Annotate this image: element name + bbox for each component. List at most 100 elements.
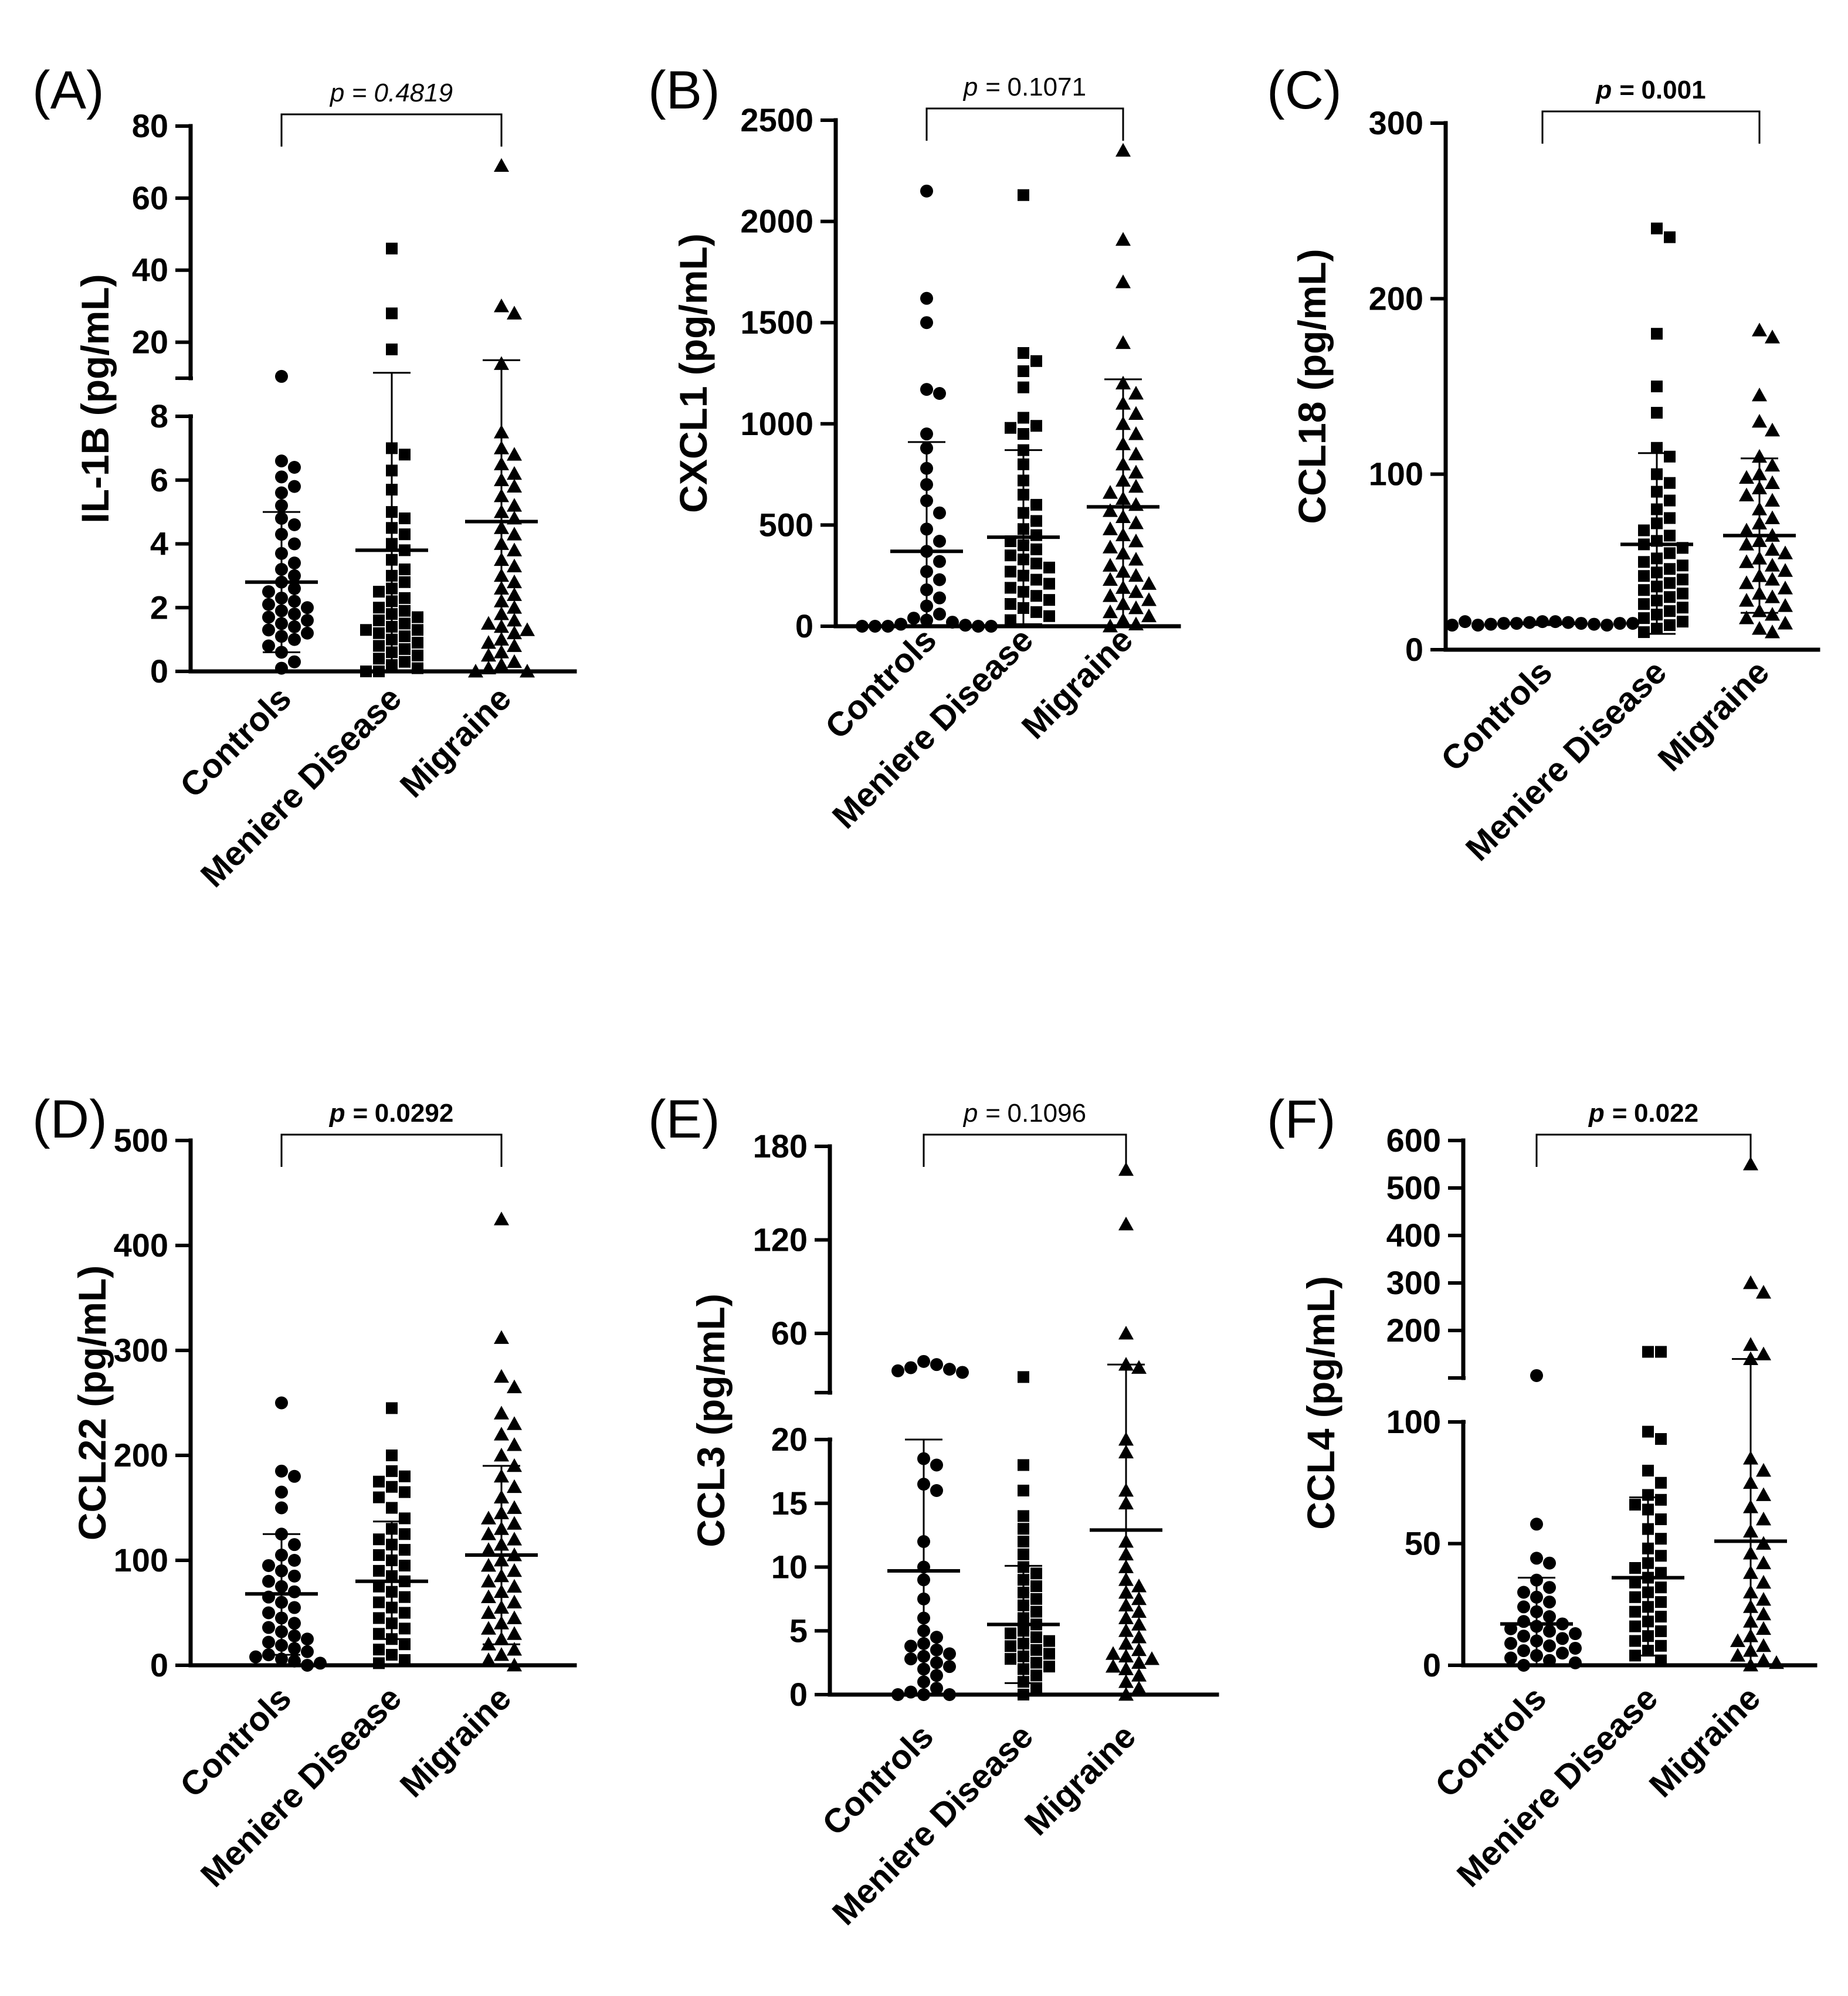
- data-point: [494, 158, 509, 172]
- data-point: [386, 1465, 398, 1477]
- data-point: [412, 624, 423, 636]
- data-point: [1765, 493, 1780, 507]
- data-point: [1739, 554, 1754, 568]
- data-point: [275, 604, 288, 617]
- data-point: [481, 1652, 496, 1666]
- data-point: [360, 624, 372, 636]
- data-point: [507, 1642, 522, 1656]
- data-point: [288, 480, 301, 493]
- data-point: [943, 1363, 956, 1376]
- data-point: [1118, 1483, 1134, 1497]
- chart-panel-b: (B) CXCL1 (pg/mL) 0 500 1000 1500 2000 2500 p = …: [648, 60, 1181, 836]
- data-point: [1765, 542, 1780, 556]
- data-point: [507, 1563, 522, 1577]
- data-point: [1655, 1596, 1667, 1608]
- data-point: [288, 607, 301, 621]
- data-point: [1739, 522, 1754, 537]
- data-point: [1018, 602, 1029, 614]
- data-point: [507, 1594, 522, 1608]
- data-point: [288, 569, 301, 582]
- data-point: [1756, 1346, 1771, 1360]
- data-point: [1743, 1475, 1758, 1489]
- y-tick-label: 100: [1386, 1403, 1441, 1440]
- data-point: [1752, 515, 1767, 529]
- data-point: [507, 1500, 522, 1514]
- data-point: [1018, 412, 1029, 424]
- data-point: [1651, 442, 1663, 454]
- data-point: [1103, 558, 1118, 572]
- data-point: [1756, 1285, 1771, 1299]
- data-point: [275, 454, 288, 468]
- data-point: [288, 1569, 301, 1583]
- data-point: [386, 522, 398, 534]
- data-point: [1752, 480, 1767, 495]
- data-point: [507, 1479, 522, 1493]
- data-point: [959, 619, 972, 632]
- data-point: [1115, 335, 1131, 349]
- data-point: [507, 478, 522, 493]
- data-point: [494, 1448, 509, 1462]
- data-point: [1651, 566, 1663, 579]
- data-point: [262, 1606, 275, 1620]
- data-point: [1106, 1646, 1121, 1660]
- data-point: [386, 442, 398, 454]
- data-point: [1743, 1499, 1758, 1513]
- data-point: [933, 535, 946, 548]
- data-point: [920, 316, 933, 330]
- data-point: [494, 1631, 509, 1645]
- data-point: [386, 620, 398, 633]
- data-point: [507, 1579, 522, 1593]
- data-point: [275, 512, 288, 525]
- data-point: [1629, 1649, 1641, 1662]
- p-prefix: p =: [329, 79, 374, 107]
- data-point: [1118, 1572, 1134, 1586]
- data-point: [1005, 549, 1016, 562]
- data-point: [1517, 1586, 1530, 1599]
- data-point: [1642, 1645, 1654, 1657]
- p-prefix: p =: [962, 1099, 1008, 1128]
- data-point: [507, 587, 522, 601]
- y-tick-label: 50: [1405, 1525, 1441, 1562]
- data-point: [1018, 1676, 1029, 1688]
- data-point: [920, 613, 933, 627]
- data-point: [1018, 381, 1029, 393]
- data-point: [1118, 1585, 1134, 1599]
- series-controls: Controls: [173, 1396, 327, 1805]
- data-point: [1556, 1647, 1569, 1660]
- data-point: [373, 627, 385, 639]
- data-point: [1459, 615, 1471, 629]
- data-point: [1018, 1599, 1029, 1611]
- data-point: [1131, 1579, 1147, 1593]
- y-tick-label: 2000: [740, 203, 813, 240]
- data-point: [943, 1688, 956, 1701]
- data-point: [1743, 1658, 1758, 1672]
- p-prefix: p =: [329, 1099, 375, 1128]
- data-point: [920, 583, 933, 596]
- chart-panel-e: (E) CCL3 (pg/mL) 0 5 10 15 20 60 120 180 p = 0.109…: [648, 1089, 1219, 1933]
- y-tick-label: 0: [150, 1647, 168, 1683]
- data-point: [1752, 413, 1767, 428]
- data-point: [1018, 523, 1029, 535]
- data-point: [1118, 1648, 1134, 1663]
- data-point: [1642, 1557, 1654, 1569]
- data-point: [494, 1211, 509, 1226]
- data-point: [1677, 616, 1688, 628]
- series-controls: Controls: [1428, 1369, 1582, 1805]
- data-point: [399, 1654, 411, 1666]
- data-point: [1651, 623, 1663, 635]
- data-point: [1043, 1648, 1055, 1660]
- data-point: [1739, 575, 1754, 589]
- data-point: [1005, 598, 1016, 610]
- data-point: [1005, 565, 1016, 578]
- data-point: [507, 1416, 522, 1430]
- data-point: [399, 1544, 411, 1556]
- data-point: [1677, 559, 1688, 572]
- data-point: [494, 488, 509, 503]
- data-point: [1778, 598, 1793, 612]
- data-point: [1752, 586, 1767, 600]
- data-point: [917, 1662, 930, 1676]
- data-point: [930, 1656, 943, 1669]
- data-point: [904, 1685, 917, 1699]
- data-point: [494, 520, 509, 534]
- data-point: [1739, 610, 1754, 624]
